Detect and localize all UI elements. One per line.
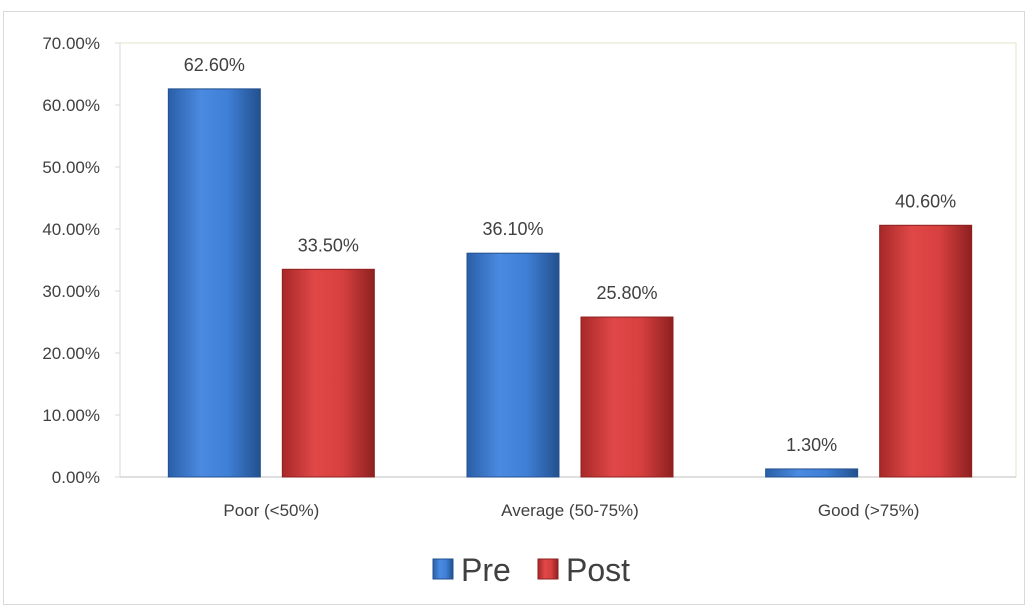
category-label: Good (>75%) — [818, 501, 920, 520]
data-label-post-0: 33.50% — [298, 235, 359, 255]
data-labels: 62.60% 33.50% 36.10% 25.80% 1.30% 40.60% — [184, 55, 956, 455]
bar-pre-2 — [765, 468, 859, 478]
data-label-post-2: 40.60% — [895, 191, 956, 211]
y-tick-label: 70.00% — [42, 34, 100, 53]
legend-swatch-pre — [432, 558, 454, 580]
y-tick-label: 40.00% — [42, 220, 100, 239]
bar-post-1 — [580, 316, 674, 478]
legend-label-post: Post — [566, 552, 630, 588]
y-tick-label: 20.00% — [42, 344, 100, 363]
data-label-pre-1: 36.10% — [482, 219, 543, 239]
legend-swatch-post — [537, 558, 559, 580]
legend: Pre Post — [432, 552, 630, 588]
y-axis-ticks: 0.00% 10.00% 20.00% 30.00% 40.00% 50.00% 60.00… — [42, 34, 120, 487]
y-tick-label: 50.00% — [42, 158, 100, 177]
bar-post-0 — [281, 268, 375, 478]
y-tick-label: 10.00% — [42, 406, 100, 425]
category-labels: Poor (<50%) Average (50-75%) Good (>75%) — [223, 501, 919, 520]
legend-label-pre: Pre — [461, 552, 511, 588]
data-label-post-1: 25.80% — [596, 283, 657, 303]
bar-pre-0 — [167, 88, 261, 478]
y-tick-label: 60.00% — [42, 96, 100, 115]
category-label: Average (50-75%) — [501, 501, 639, 520]
data-label-pre-0: 62.60% — [184, 55, 245, 75]
bars — [167, 88, 973, 478]
bar-post-2 — [879, 224, 973, 478]
category-label: Poor (<50%) — [223, 501, 319, 520]
y-tick-label: 30.00% — [42, 282, 100, 301]
data-label-pre-2: 1.30% — [786, 435, 837, 455]
bar-pre-1 — [466, 252, 560, 478]
y-tick-label: 0.00% — [52, 468, 100, 487]
